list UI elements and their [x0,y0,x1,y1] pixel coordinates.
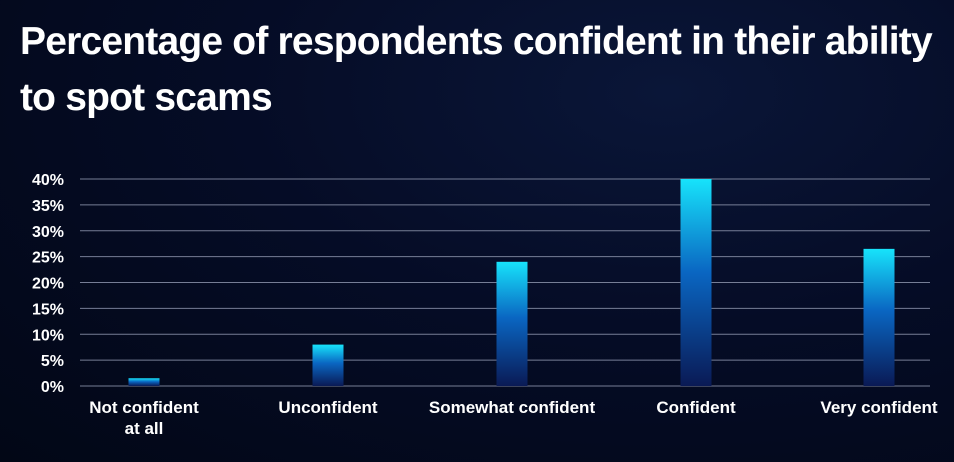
bar [128,378,160,386]
bar [863,248,895,386]
y-tick-label: 10% [32,327,64,344]
x-axis-category-labels: Not confident at all Unconfident Somewhat c… [89,398,938,438]
bar [680,179,712,386]
bar [496,261,528,386]
y-tick-label: 5% [41,353,64,370]
x-category-label: Somewhat confident [429,398,596,417]
bar [312,344,344,386]
x-category-label-line: Very confident [820,398,937,417]
x-category-label-line: Unconfident [278,398,377,417]
y-tick-label: 35% [32,198,64,215]
x-category-label-line: at all [125,419,164,438]
y-tick-label: 15% [32,301,64,318]
y-tick-label: 25% [32,250,64,267]
x-category-label: Unconfident [278,398,377,417]
x-category-label-line: Not confident [89,398,199,417]
x-category-label: Confident [656,398,736,417]
bars [128,179,895,386]
y-tick-label: 30% [32,224,64,241]
x-category-label-line: Confident [656,398,736,417]
x-category-label: Not confident at all [89,398,199,438]
y-tick-label: 20% [32,276,64,293]
x-category-label: Very confident [820,398,937,417]
y-tick-label: 40% [32,172,64,189]
x-category-label-line: Somewhat confident [429,398,596,417]
y-tick-label: 0% [41,379,64,396]
chart-title: Percentage of respondents confident in t… [20,20,933,119]
y-axis-tick-labels: 0% 5% 10% 15% 20% 25% 30% 35% 40% [32,172,64,396]
